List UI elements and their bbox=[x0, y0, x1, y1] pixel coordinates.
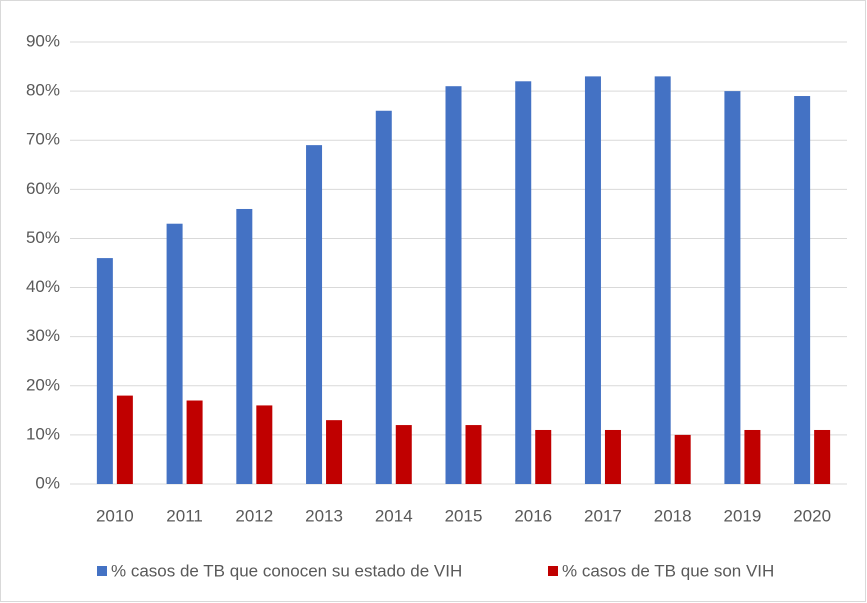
y-tick-label: 20% bbox=[26, 375, 60, 394]
x-tick-label: 2010 bbox=[96, 506, 134, 525]
bar bbox=[674, 434, 691, 484]
bar bbox=[186, 400, 203, 484]
bar bbox=[724, 91, 741, 484]
bar bbox=[814, 429, 831, 484]
y-tick-label: 80% bbox=[26, 81, 60, 100]
bar bbox=[604, 429, 621, 484]
x-tick-label: 2014 bbox=[375, 506, 413, 525]
y-tick-label: 0% bbox=[35, 473, 60, 492]
x-tick-label: 2011 bbox=[166, 506, 203, 525]
x-tick-label: 2016 bbox=[514, 506, 552, 525]
bar bbox=[395, 425, 412, 484]
bar bbox=[445, 86, 462, 484]
y-tick-label: 90% bbox=[26, 31, 60, 50]
legend-swatch bbox=[548, 566, 558, 576]
legend-label: % casos de TB que son VIH bbox=[562, 561, 774, 580]
x-tick-label: 2013 bbox=[305, 506, 343, 525]
bar bbox=[256, 405, 273, 484]
y-tick-label: 30% bbox=[26, 326, 60, 345]
bar bbox=[306, 145, 323, 484]
bar bbox=[326, 420, 343, 484]
legend-label: % casos de TB que conocen su estado de V… bbox=[111, 561, 462, 580]
y-tick-label: 70% bbox=[26, 130, 60, 149]
bar bbox=[375, 110, 392, 484]
bar bbox=[535, 429, 552, 484]
x-tick-label: 2019 bbox=[723, 506, 761, 525]
bar bbox=[515, 81, 532, 485]
bar bbox=[166, 223, 183, 484]
bar bbox=[465, 425, 482, 484]
bar bbox=[794, 96, 811, 485]
y-tick-label: 60% bbox=[26, 179, 60, 198]
x-tick-label: 2017 bbox=[584, 506, 622, 525]
x-tick-label: 2015 bbox=[445, 506, 483, 525]
bar bbox=[236, 208, 253, 484]
bar bbox=[116, 395, 133, 484]
bar bbox=[584, 76, 601, 484]
legend-swatch bbox=[97, 566, 107, 576]
bar bbox=[744, 429, 761, 484]
x-tick-label: 2012 bbox=[235, 506, 273, 525]
x-tick-label: 2020 bbox=[793, 506, 831, 525]
x-tick-label: 2018 bbox=[654, 506, 692, 525]
y-tick-label: 50% bbox=[26, 228, 60, 247]
bar bbox=[96, 258, 113, 484]
bar bbox=[654, 76, 671, 484]
y-tick-label: 40% bbox=[26, 277, 60, 296]
y-tick-label: 10% bbox=[26, 424, 60, 443]
